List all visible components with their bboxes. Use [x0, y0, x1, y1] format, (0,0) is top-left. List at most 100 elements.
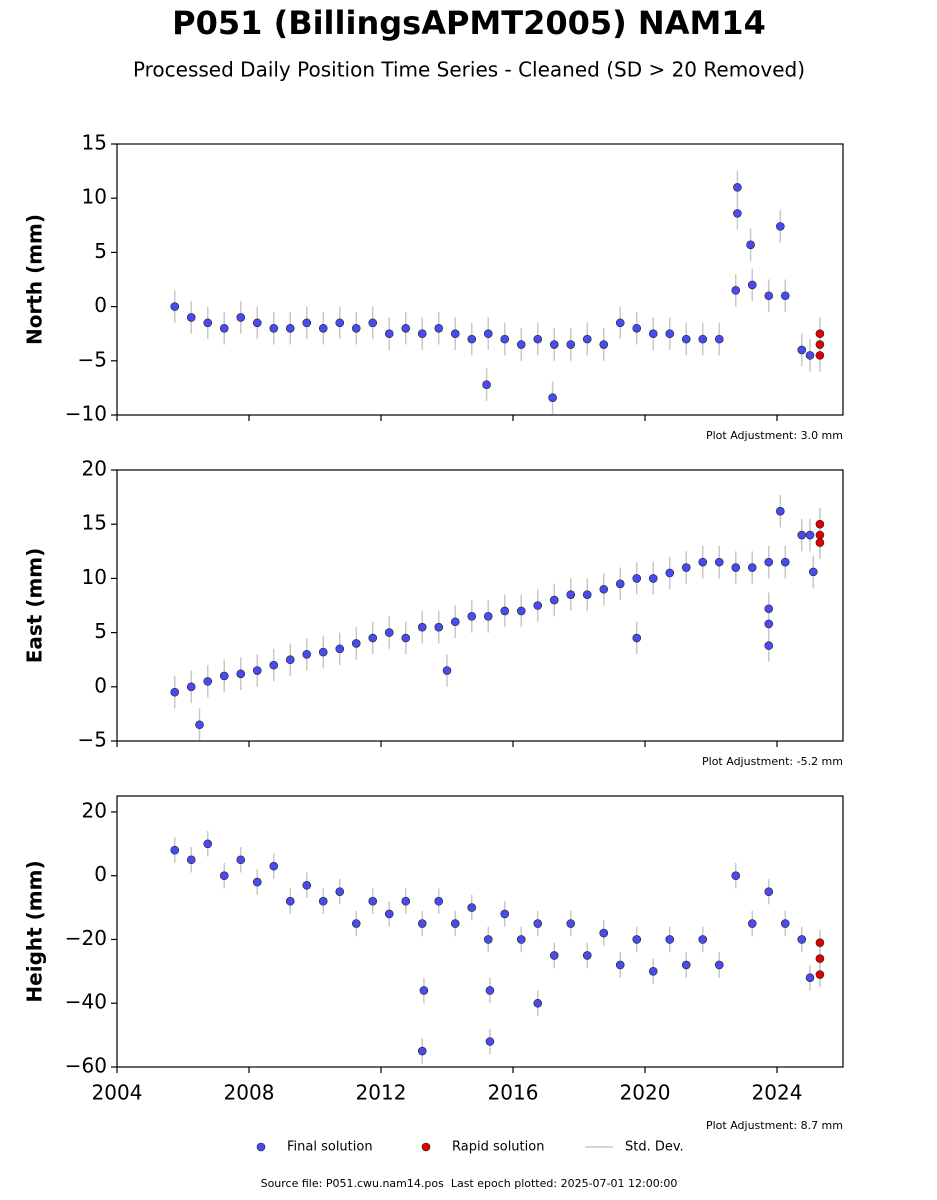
point [269, 861, 279, 871]
y-tick-label: 15 [82, 511, 107, 535]
point [566, 340, 576, 349]
point [186, 313, 196, 322]
point [417, 1046, 427, 1056]
point [764, 641, 774, 650]
point [733, 183, 742, 192]
y-tick-label: 0 [94, 862, 107, 886]
point [764, 557, 774, 567]
y-axis-label: Height (mm) [23, 860, 47, 1002]
point [764, 291, 774, 301]
y-tick-label: −5 [78, 728, 107, 752]
point [318, 323, 328, 333]
y-tick-label: 0 [94, 293, 107, 317]
point [302, 649, 312, 659]
point [351, 639, 361, 648]
point [483, 612, 493, 621]
y-tick-label: 10 [82, 185, 107, 209]
point [681, 334, 691, 344]
point [302, 318, 312, 328]
point [764, 619, 774, 629]
y-tick-label: 10 [82, 565, 107, 589]
point [747, 280, 757, 290]
point [747, 919, 757, 928]
point [483, 329, 493, 339]
y-axis-label: North (mm) [23, 214, 47, 345]
axes-frame [116, 143, 844, 416]
point [665, 329, 675, 339]
point [351, 323, 361, 333]
point [815, 954, 825, 963]
point [566, 919, 576, 928]
point [252, 318, 262, 328]
point [615, 579, 625, 589]
point [815, 970, 825, 979]
annotation: Plot Adjustment: 8.7 mm [706, 1119, 843, 1132]
point [236, 669, 246, 679]
legend-label: Rapid solution [452, 1140, 544, 1155]
point [236, 313, 246, 322]
legend-label: Final solution [287, 1140, 373, 1155]
point [252, 877, 262, 887]
point [335, 644, 345, 654]
point [764, 604, 774, 614]
point [485, 1037, 495, 1046]
point [401, 896, 411, 906]
point [219, 671, 229, 681]
point [450, 329, 460, 339]
point [434, 896, 444, 906]
point [632, 633, 642, 643]
point [318, 896, 328, 906]
point [698, 557, 708, 567]
point [815, 329, 825, 339]
point [533, 919, 543, 928]
plot-area [170, 171, 825, 414]
annotation: Plot Adjustment: -5.2 mm [702, 755, 843, 768]
axes-frame [116, 469, 844, 742]
point [368, 318, 378, 328]
point [467, 334, 477, 344]
point [582, 951, 592, 960]
point [775, 222, 785, 231]
point [797, 935, 807, 944]
point [285, 655, 295, 665]
point [747, 563, 757, 572]
point [815, 340, 825, 349]
point [815, 530, 825, 540]
point [665, 568, 675, 578]
point [599, 340, 609, 349]
point [384, 329, 394, 339]
point [434, 622, 444, 632]
point [681, 960, 691, 970]
point [318, 647, 328, 657]
legend-marker [421, 1142, 431, 1152]
point [384, 909, 394, 919]
point [665, 935, 675, 944]
point [797, 530, 807, 540]
point [549, 595, 559, 605]
point [815, 351, 825, 360]
subtitle: Processed Daily Position Time Series - C… [133, 58, 805, 82]
y-axis-label: East (mm) [23, 548, 47, 664]
y-tick-label: 5 [94, 239, 107, 263]
axes-frame [116, 795, 844, 1068]
point [681, 563, 691, 572]
point [582, 590, 592, 599]
point [335, 318, 345, 328]
point [582, 334, 592, 344]
point [548, 393, 557, 402]
point [648, 574, 658, 583]
point [733, 209, 742, 218]
point [805, 973, 815, 983]
point [269, 660, 279, 670]
point [549, 340, 559, 349]
point [335, 887, 345, 896]
footer: Source file: P051.cwu.nam14.pos Last epo… [261, 1177, 678, 1190]
point [780, 919, 790, 928]
point [219, 871, 229, 881]
point [482, 380, 491, 389]
y-tick-label: 20 [82, 798, 107, 822]
y-tick-label: 20 [82, 457, 107, 481]
point [384, 628, 394, 637]
legend-marker [256, 1142, 266, 1152]
